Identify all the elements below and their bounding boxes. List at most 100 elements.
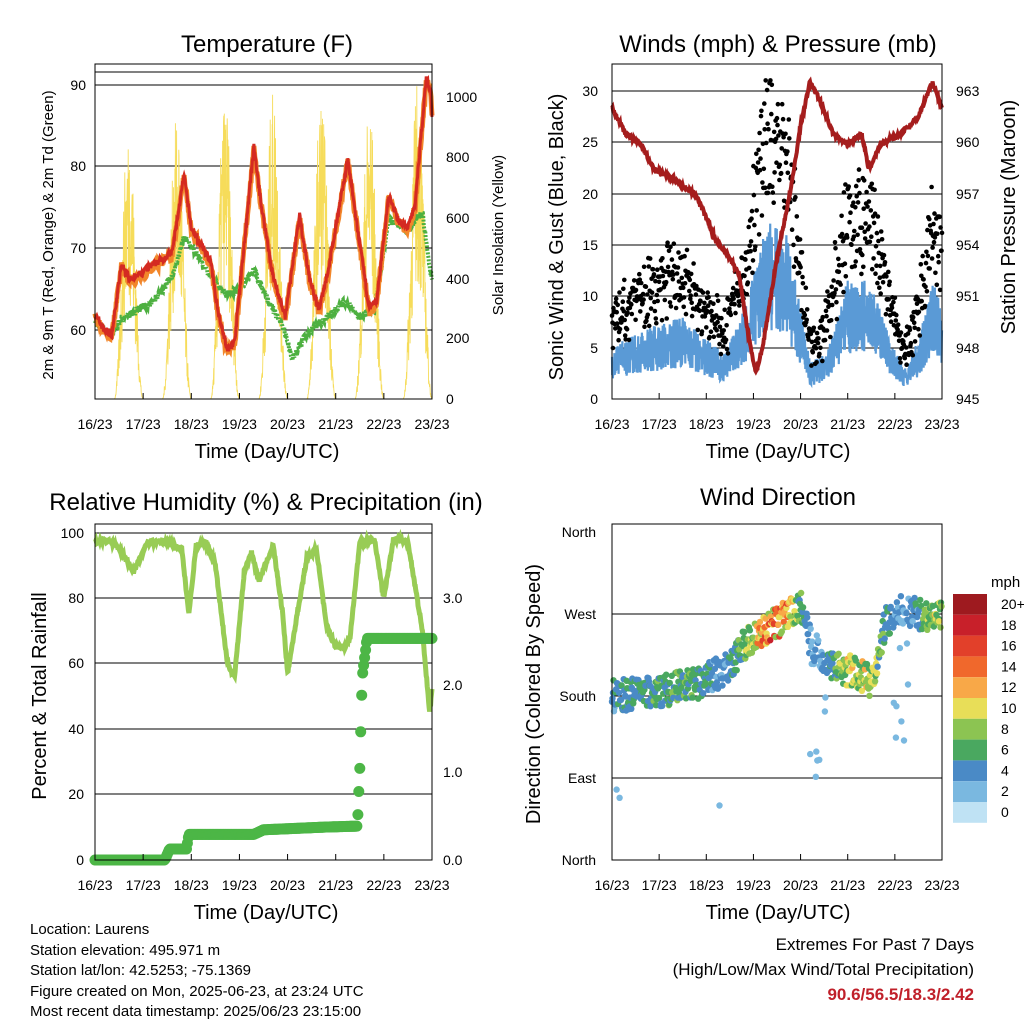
- gust-point: [754, 208, 759, 213]
- gust-point: [643, 284, 649, 290]
- gust-point: [869, 234, 874, 239]
- direction-point: [924, 626, 931, 633]
- rh-tick-60: 60: [68, 655, 84, 671]
- gust-point: [746, 265, 752, 271]
- gust-point: [646, 264, 652, 269]
- x-tick-label: 16/23: [594, 877, 629, 893]
- gust-point: [629, 311, 635, 317]
- gust-point: [899, 345, 905, 351]
- gust-point: [758, 113, 764, 119]
- gust-point: [637, 271, 642, 277]
- gust-point: [854, 193, 859, 199]
- direction-point: [900, 737, 908, 744]
- gust-point: [908, 340, 914, 346]
- temperature-xlabel: Time (Day/UTC): [195, 441, 340, 463]
- x-tick-label: 18/23: [689, 416, 724, 432]
- gust-point: [763, 78, 768, 83]
- gust-point: [680, 285, 686, 291]
- direction-ylabel: Direction (Colored By Speed): [523, 564, 545, 824]
- gust-point: [894, 312, 899, 318]
- gust-point: [843, 274, 849, 279]
- dir-tick-north-top: North: [562, 524, 596, 540]
- gust-point: [842, 261, 848, 267]
- direction-point: [898, 718, 905, 725]
- gust-point: [664, 316, 669, 321]
- gust-point: [751, 192, 757, 198]
- gust-point: [848, 210, 853, 215]
- gust-point: [879, 237, 885, 242]
- press-tick-948: 948: [956, 340, 980, 356]
- gust-point: [882, 260, 888, 265]
- gust-point: [903, 345, 909, 350]
- press-tick-954: 954: [956, 237, 980, 253]
- gust-point: [765, 121, 770, 126]
- gust-point: [723, 337, 729, 343]
- legend-label: 2: [1001, 783, 1009, 799]
- direction-point: [904, 681, 912, 688]
- direction-point: [816, 756, 823, 763]
- gust-point: [640, 300, 645, 306]
- gust-point: [855, 232, 860, 238]
- gust-point: [676, 279, 682, 284]
- gust-point: [912, 325, 917, 331]
- dir-tick-west: West: [564, 606, 596, 622]
- gust-point: [832, 240, 838, 245]
- gust-point: [791, 264, 797, 270]
- gust-point: [931, 221, 936, 227]
- x-tick-label: 21/23: [830, 877, 865, 893]
- gust-point: [886, 297, 891, 302]
- gust-point: [736, 291, 741, 297]
- temperature-panel: Temperature (F) 60 70 80 90 0 200 400 60…: [40, 31, 507, 463]
- gust-point: [719, 315, 724, 321]
- gust-point: [809, 363, 814, 368]
- gust-point: [753, 244, 758, 249]
- gust-point: [852, 228, 857, 234]
- direction-point: [821, 708, 829, 715]
- gust-point: [862, 236, 868, 241]
- gust-point: [796, 270, 802, 276]
- gust-point: [638, 280, 644, 286]
- gust-point: [799, 250, 805, 255]
- direction-points: [608, 589, 945, 809]
- gust-point: [645, 312, 651, 318]
- direction-xlabel: Time (Day/UTC): [706, 902, 851, 924]
- gust-point: [920, 253, 925, 259]
- gust-point: [923, 260, 929, 266]
- direction-point: [733, 667, 740, 674]
- gust-point: [794, 214, 800, 219]
- direction-point: [871, 678, 879, 685]
- gust-point: [856, 178, 861, 183]
- gust-point: [721, 328, 726, 333]
- wind-y-ticks: 0 5 10 15 20 25 30: [582, 83, 598, 407]
- gust-point: [783, 131, 788, 137]
- legend-label: 6: [1001, 742, 1009, 758]
- direction-point: [797, 589, 805, 597]
- humidity-ylabel: Percent & Total Rainfall: [29, 592, 51, 800]
- gust-point: [781, 134, 786, 140]
- gust-point: [818, 345, 823, 351]
- gust-point: [861, 264, 866, 270]
- gust-point: [654, 292, 660, 298]
- direction-point: [881, 635, 888, 642]
- gust-point: [766, 126, 771, 132]
- gust-point: [825, 289, 830, 294]
- direction-point: [689, 694, 696, 701]
- gust-point: [937, 214, 942, 220]
- gust-point: [769, 82, 775, 88]
- wind-tick-15: 15: [582, 237, 598, 253]
- gust-point: [674, 271, 680, 276]
- gust-point: [711, 301, 716, 307]
- gust-point: [752, 222, 757, 228]
- direction-point: [719, 682, 726, 689]
- gust-point: [927, 266, 932, 271]
- direction-point: [778, 628, 785, 635]
- gust-point: [756, 232, 762, 237]
- gust-point: [898, 330, 904, 335]
- rain-tick-3: 3.0: [443, 590, 463, 606]
- gust-point: [649, 290, 655, 295]
- gust-point: [762, 127, 767, 132]
- x-tick-label: 22/23: [366, 416, 401, 432]
- gust-point: [876, 238, 881, 244]
- x-tick-label: 21/23: [318, 877, 353, 893]
- gust-point: [689, 300, 694, 306]
